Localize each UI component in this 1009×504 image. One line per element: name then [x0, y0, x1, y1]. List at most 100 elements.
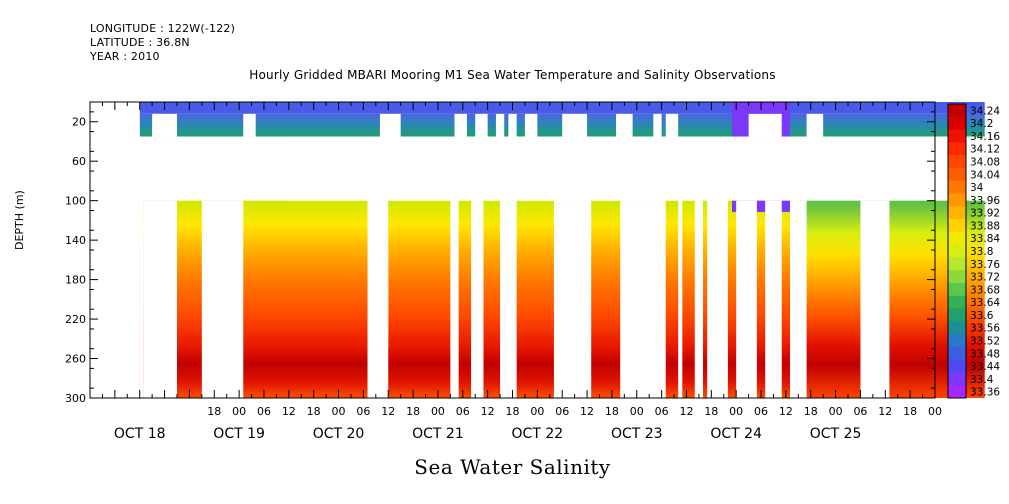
mask-surface-gap-8: [562, 113, 588, 137]
colorbar-label: 34.12: [970, 144, 1000, 156]
x-date-label: OCT 21: [412, 426, 464, 442]
colorbar-swatch: [948, 308, 966, 322]
colorbar-label: 33.48: [970, 348, 1000, 360]
plot-axes: 20 60 100 140 180 220 260 300 18 00 06 12 18 00 06 12 18…: [65, 101, 942, 442]
longitude-label: LONGITUDE : 122W(-122): [90, 22, 236, 35]
x-axis-label: Sea Water Salinity: [414, 455, 611, 479]
y-tick-label: 260: [65, 353, 86, 366]
x-hour-label: 12: [679, 405, 693, 418]
colorbar-swatch: [948, 104, 966, 118]
mask-deep-gap-13: [790, 200, 807, 398]
colorbar-label: 33.72: [970, 272, 1000, 284]
colorbar-label: 34: [970, 182, 984, 194]
x-date-label: OCT 19: [213, 426, 265, 442]
colorbar-label: 33.68: [970, 284, 1000, 296]
colorbar-swatch: [948, 270, 966, 284]
colorbar-swatch: [948, 295, 966, 309]
mask-deep-gap-9: [694, 200, 704, 398]
mask-deep-gap-10: [707, 200, 728, 398]
mask-surface-gap-1: [243, 113, 256, 137]
mask-surface-gap-9: [616, 113, 633, 137]
x-hour-label: 18: [207, 405, 221, 418]
colorbar-swatch: [948, 167, 966, 181]
x-hour-label: 06: [853, 405, 867, 418]
x-hour-label: 00: [332, 405, 346, 418]
colorbar-label: 33.88: [970, 220, 1000, 232]
mask-surface-gap-10: [653, 113, 662, 137]
colorbar-swatch: [948, 142, 966, 156]
x-hour-label: 18: [903, 405, 917, 418]
mask-surface-gap-2: [379, 113, 401, 137]
x-hour-label: 18: [307, 405, 321, 418]
colorbar-swatch: [948, 359, 966, 373]
x-date-label: OCT 20: [313, 426, 365, 442]
mask-deep-gap-3: [450, 200, 459, 398]
x-date-label: OCT 23: [611, 426, 663, 442]
y-tick-label: 60: [72, 155, 86, 168]
colorbar-swatch: [948, 282, 966, 297]
mask-notch: [379, 250, 389, 349]
mask-col-0: [139, 136, 144, 399]
colorbar-swatch: [948, 231, 966, 245]
x-hour-label: 00: [729, 405, 743, 418]
colorbar-swatch: [948, 180, 966, 194]
x-hour-label: 00: [928, 405, 942, 418]
latitude-label: LATITUDE : 36.8N: [90, 36, 190, 49]
colorbar-label: 33.36: [970, 387, 1000, 399]
field-deep-west: [139, 200, 799, 398]
colorbar-swatch: [948, 244, 966, 258]
x-hour-label: 06: [655, 405, 669, 418]
mask-surface-gap-3: [454, 113, 467, 137]
colorbar-label: 33.8: [970, 246, 993, 258]
colorbar: 34.2434.234.1634.1234.0834.043433.9633.9…: [947, 103, 1000, 399]
x-hour-label: 12: [282, 405, 296, 418]
x-hour-label: 18: [506, 405, 520, 418]
x-date-label: OCT 24: [710, 426, 762, 442]
x-hour-label: 12: [381, 405, 395, 418]
colorbar-label: 33.96: [970, 195, 1000, 207]
colorbar-label: 34.24: [970, 105, 1000, 117]
y-tick-label: 180: [65, 274, 86, 287]
x-hour-label: 06: [456, 405, 470, 418]
colorbar-swatch: [948, 206, 966, 220]
x-date-label: OCT 18: [114, 426, 166, 442]
x-hour-label: 18: [704, 405, 718, 418]
mask-deep-gap-8: [678, 200, 683, 398]
colorbar-label: 33.4: [970, 374, 994, 386]
colorbar-frame: [947, 103, 967, 399]
x-hour-label: 00: [829, 405, 843, 418]
mask-mid-depth: [284, 136, 1009, 201]
colorbar-swatch: [948, 116, 966, 130]
mask-deep-gap-1: [201, 200, 244, 398]
x-hour-label: 06: [555, 405, 569, 418]
missing-data-mask: [90, 102, 1009, 399]
x-hour-label: 18: [605, 405, 619, 418]
colorbar-label: 33.44: [970, 361, 1000, 373]
colorbar-label: 33.84: [970, 233, 1000, 245]
x-hour-label: 00: [431, 405, 445, 418]
mask-deep-gap-6: [553, 200, 592, 398]
x-date-label: OCT 25: [810, 426, 862, 442]
mask-deep-gap-5: [500, 200, 517, 398]
x-hour-label: 18: [804, 405, 818, 418]
x-date-label: OCT 22: [512, 426, 564, 442]
colorbar-label: 33.64: [970, 297, 1000, 309]
colorbar-swatch: [948, 321, 966, 335]
year-label: YEAR : 2010: [90, 50, 160, 63]
chart-title: Hourly Gridded MBARI Mooring M1 Sea Wate…: [249, 68, 776, 82]
mask-deep-gap-0: [143, 200, 177, 398]
colorbar-swatch: [948, 385, 966, 399]
colorbar-label: 33.76: [970, 259, 1000, 271]
colorbar-swatch: [948, 334, 966, 348]
colorbar-label: 33.92: [970, 208, 1000, 220]
x-hour-label: 18: [406, 405, 420, 418]
colorbar-swatch: [948, 129, 966, 143]
colorbar-label: 34.08: [970, 157, 1000, 169]
x-hour-label: 12: [580, 405, 594, 418]
colorbar-label: 33.56: [970, 323, 1000, 335]
colorbar-label: 34.04: [970, 169, 1000, 181]
mask-deep-gap-11: [736, 200, 757, 398]
y-tick-label: 220: [65, 313, 86, 326]
mask-surface-gap-11: [665, 113, 679, 137]
x-hour-label: 06: [356, 405, 370, 418]
